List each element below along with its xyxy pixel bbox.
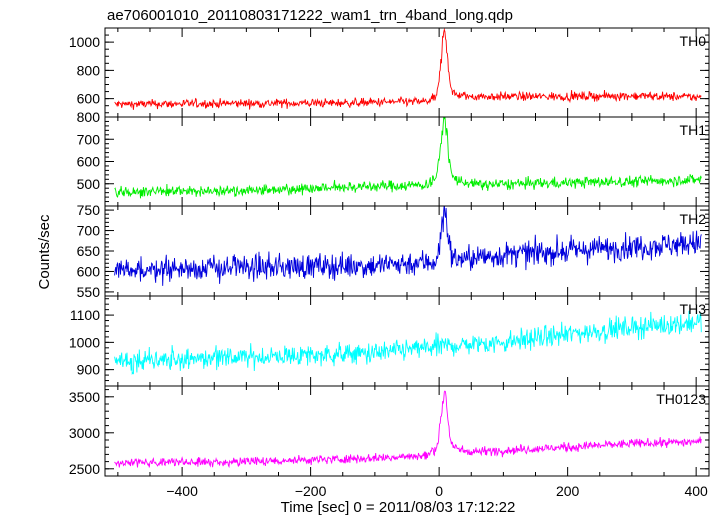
- x-tick-label: 0: [435, 483, 443, 499]
- y-tick-label: 650: [77, 243, 101, 259]
- series-line-th1: [114, 117, 702, 199]
- panel-label: TH1: [680, 122, 707, 138]
- y-tick-label: 800: [77, 62, 101, 78]
- y-tick-label: 1000: [69, 334, 100, 350]
- panel-th3: 900 1000 1100 TH3: [69, 295, 710, 387]
- series-line-th2: [114, 206, 702, 286]
- y-tick-label: 700: [77, 131, 101, 147]
- series-line-th0: [114, 28, 702, 110]
- panel-frame: [104, 295, 710, 387]
- y-tick-label: 900: [77, 362, 101, 378]
- panel-th0123: 2500 3000 3500 TH0123: [69, 385, 710, 477]
- x-tick-label: 200: [556, 483, 580, 499]
- y-axis-label: Counts/sec: [36, 214, 53, 290]
- x-axis-label: Time [sec] 0 = 2011/08/03 17:12:22: [281, 499, 516, 516]
- x-tick-label: 400: [684, 483, 708, 499]
- y-tick-label: 3000: [69, 425, 100, 441]
- panels-group: 600 800 1000 TH0 500 600 700 800 TH1 550 600 650 700…: [69, 27, 710, 499]
- y-tick-label: 3500: [69, 389, 100, 405]
- y-tick-label: 750: [77, 202, 101, 218]
- panel-label: TH2: [680, 211, 707, 227]
- panel-label: TH3: [680, 301, 707, 317]
- y-tick-label: 1100: [70, 307, 100, 323]
- y-tick-label: 700: [77, 223, 101, 239]
- series-line-th0123: [114, 390, 702, 469]
- x-tick-label: −200: [295, 483, 327, 499]
- y-tick-label: 600: [77, 263, 101, 279]
- y-tick-label: 2500: [69, 461, 100, 477]
- panel-label: TH0123: [656, 391, 706, 407]
- y-tick-label: 800: [77, 109, 101, 125]
- panel-label: TH0: [680, 33, 707, 49]
- y-tick-label: 600: [77, 91, 101, 107]
- panel-th1: 500 600 700 800 TH1: [77, 109, 710, 207]
- y-tick-label: 550: [77, 284, 101, 300]
- panel-th2: 550 600 650 700 750 TH2: [77, 202, 710, 300]
- y-tick-label: 500: [77, 176, 101, 192]
- panel-th0: 600 800 1000 TH0: [69, 27, 710, 118]
- x-tick-label: −400: [166, 483, 198, 499]
- panel-frame: [104, 385, 710, 477]
- y-tick-label: 1000: [69, 34, 100, 50]
- series-line-th3: [114, 310, 702, 375]
- y-tick-label: 600: [77, 154, 101, 170]
- chart-title: ae706001010_20110803171222_wam1_trn_4ban…: [107, 7, 513, 24]
